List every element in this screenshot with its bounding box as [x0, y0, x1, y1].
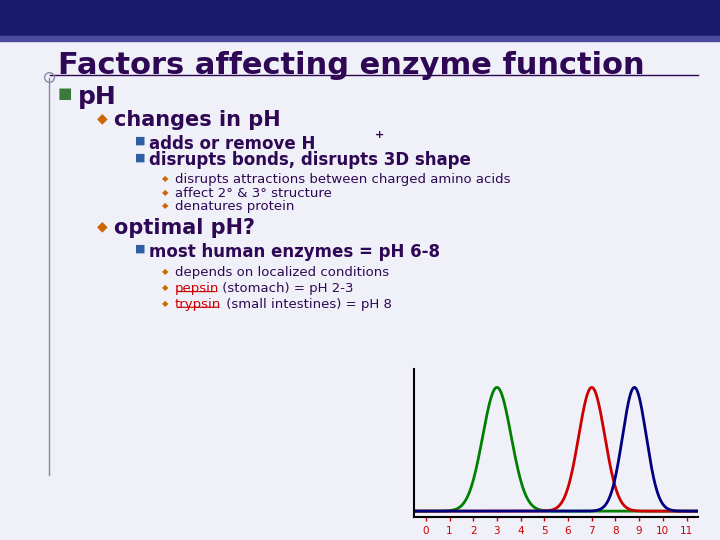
Text: ◆: ◆ — [162, 267, 168, 276]
Text: ◆: ◆ — [162, 201, 168, 211]
Text: +: + — [374, 130, 384, 140]
Text: trypsin: trypsin — [175, 298, 221, 310]
Text: adds or remove H: adds or remove H — [149, 135, 315, 153]
Text: depends on localized conditions: depends on localized conditions — [175, 266, 389, 279]
Text: (stomach) = pH 2-3: (stomach) = pH 2-3 — [218, 282, 354, 295]
Text: ■: ■ — [58, 86, 72, 102]
Text: disrupts bonds, disrupts 3D shape: disrupts bonds, disrupts 3D shape — [149, 151, 471, 169]
Text: ■: ■ — [135, 152, 146, 163]
Text: ◆: ◆ — [162, 283, 168, 292]
Text: denatures protein: denatures protein — [175, 200, 294, 213]
Text: ■: ■ — [135, 136, 146, 146]
Text: optimal pH?: optimal pH? — [114, 218, 255, 238]
Text: (small intestines) = pH 8: (small intestines) = pH 8 — [222, 298, 392, 310]
Text: disrupts attractions between charged amino acids: disrupts attractions between charged ami… — [175, 173, 510, 186]
Text: affect 2° & 3° structure: affect 2° & 3° structure — [175, 187, 332, 200]
Bar — [0, 36, 720, 40]
Text: ◆: ◆ — [97, 112, 108, 126]
Text: ◆: ◆ — [162, 188, 168, 197]
Text: pepsin: pepsin — [175, 282, 220, 295]
Text: changes in pH: changes in pH — [114, 110, 280, 130]
Text: pH: pH — [78, 85, 117, 109]
Text: ◆: ◆ — [162, 174, 168, 183]
Text: most human enzymes = pH 6-8: most human enzymes = pH 6-8 — [149, 243, 440, 261]
Text: Factors affecting enzyme function: Factors affecting enzyme function — [58, 51, 644, 80]
Text: ◆: ◆ — [97, 220, 108, 234]
Text: ◆: ◆ — [162, 299, 168, 308]
Bar — [0, 0, 720, 37]
Text: ■: ■ — [135, 244, 146, 254]
